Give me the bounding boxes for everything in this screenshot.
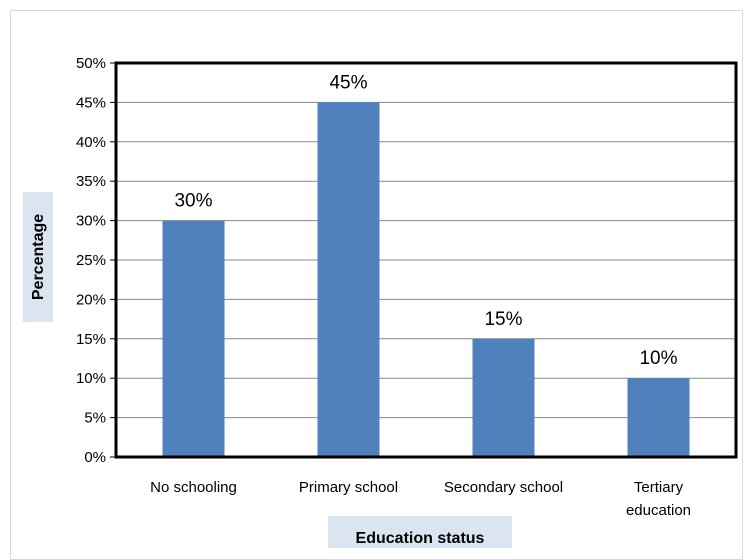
- data-label: 30%: [174, 191, 212, 212]
- plot-border: [114, 61, 738, 459]
- x-category-label: No schooling: [150, 479, 237, 496]
- y-tick-label: 0%: [84, 449, 106, 466]
- y-axis-title: Percentage: [30, 214, 47, 300]
- bar: [472, 338, 535, 457]
- y-tick-label: 50%: [76, 55, 106, 72]
- y-tick-label: 40%: [76, 134, 106, 151]
- y-tick-label: 25%: [76, 252, 106, 269]
- data-label: 10%: [639, 348, 677, 369]
- x-axis-categories: No schooling Primary school Secondary scho…: [150, 479, 691, 519]
- y-tick-label: 20%: [76, 291, 106, 308]
- x-axis-title: Education status: [356, 530, 485, 547]
- bar: [627, 378, 690, 457]
- y-axis-ticks: 0% 5% 10% 15% 20% 25% 30% 35% 40% 45% 50%: [76, 55, 116, 466]
- y-axis-title-bg: [23, 192, 53, 322]
- data-label: 15%: [484, 309, 522, 330]
- data-labels: 30% 45% 15% 10%: [174, 72, 677, 369]
- bar: [317, 102, 380, 458]
- bar-chart: 0% 5% 10% 15% 20% 25% 30% 35% 40% 45% 50% 30% 45% 15…: [23, 55, 738, 548]
- y-tick-label: 30%: [76, 213, 106, 230]
- x-axis-title-bg: [328, 516, 512, 548]
- x-category-label: Secondary school: [444, 479, 563, 496]
- x-category-label: Tertiary: [634, 479, 684, 496]
- y-tick-label: 15%: [76, 331, 106, 348]
- y-tick-label: 35%: [76, 173, 106, 190]
- y-tick-label: 5%: [84, 410, 106, 427]
- y-tick-label: 10%: [76, 370, 106, 387]
- x-category-label: Primary school: [299, 479, 398, 496]
- data-label: 45%: [329, 72, 367, 93]
- bar: [162, 220, 225, 457]
- y-tick-label: 45%: [76, 94, 106, 111]
- x-category-label: education: [626, 502, 691, 519]
- bars: [162, 102, 690, 458]
